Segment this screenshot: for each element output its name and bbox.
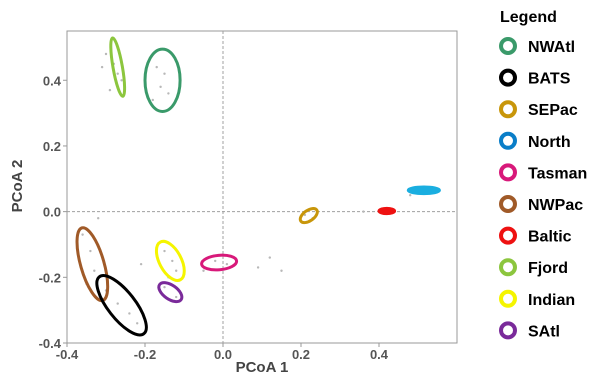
data-point bbox=[116, 72, 119, 75]
legend-marker-north bbox=[499, 131, 517, 150]
legend-title: Legend bbox=[500, 9, 557, 26]
data-points bbox=[81, 52, 427, 325]
legend-marker-tasman bbox=[499, 163, 517, 182]
group-ellipse-nwatl bbox=[143, 47, 182, 113]
data-point bbox=[159, 85, 162, 89]
legend-label-sepac: SEPac bbox=[528, 102, 578, 119]
y-tick-label: -0.2 bbox=[39, 270, 61, 285]
legend-marker-sepac bbox=[499, 100, 517, 119]
data-point bbox=[151, 98, 154, 102]
data-point bbox=[136, 322, 139, 325]
data-point bbox=[97, 217, 100, 220]
data-point bbox=[202, 269, 205, 272]
group-ellipse-tasman bbox=[200, 253, 239, 272]
x-axis-ticks: -0.4 -0.2 0.0 0.2 0.4 bbox=[56, 343, 389, 362]
legend-label-baltic: Baltic bbox=[528, 229, 572, 246]
y-axis-ticks: -0.4 -0.2 0.0 0.2 0.4 bbox=[39, 73, 67, 351]
group-ellipse-sepac bbox=[298, 207, 319, 225]
data-point bbox=[163, 249, 166, 253]
group-ellipse-nwpac bbox=[75, 226, 110, 303]
legend-entries: NWAtl BATS SEPac North Tasman NWPac Baltic Fjor… bbox=[499, 37, 587, 340]
group-ellipse-satl bbox=[157, 281, 184, 304]
group-ellipse-north bbox=[406, 185, 441, 196]
data-point bbox=[116, 302, 119, 305]
legend-marker-satl bbox=[499, 321, 517, 340]
legend-label-satl: SAtl bbox=[528, 323, 560, 340]
legend-marker-baltic bbox=[499, 226, 517, 245]
group-ellipse-indian bbox=[154, 239, 186, 282]
data-point bbox=[167, 92, 170, 95]
legend-marker-fjord bbox=[499, 258, 517, 277]
legend-marker-indian bbox=[499, 289, 517, 308]
legend-label-bats: BATS bbox=[528, 71, 571, 88]
legend-marker-nwpac bbox=[499, 195, 517, 213]
legend-marker-nwatl bbox=[499, 37, 517, 55]
data-point bbox=[175, 295, 178, 299]
x-tick-label: -0.2 bbox=[134, 347, 156, 362]
data-point bbox=[362, 210, 365, 213]
legend-label-nwpac: NWPac bbox=[528, 197, 583, 214]
data-point bbox=[120, 79, 123, 82]
y-tick-label: -0.4 bbox=[39, 336, 62, 351]
data-point bbox=[108, 88, 112, 92]
data-point bbox=[268, 256, 271, 259]
legend-label-tasman: Tasman bbox=[528, 165, 587, 182]
x-axis-title: PCoA 1 bbox=[236, 359, 289, 376]
data-point bbox=[256, 266, 260, 269]
plot-frame bbox=[66, 30, 458, 344]
plot-area bbox=[66, 30, 458, 344]
y-tick-label: 0.4 bbox=[43, 73, 62, 88]
legend-marker-bats bbox=[499, 68, 517, 87]
x-tick-label: 0.4 bbox=[370, 347, 389, 362]
data-point bbox=[89, 249, 92, 253]
data-point bbox=[214, 259, 217, 263]
data-point bbox=[409, 194, 412, 197]
data-point bbox=[100, 65, 104, 69]
legend-label-nwatl: NWAtl bbox=[528, 39, 575, 56]
data-point bbox=[280, 269, 283, 272]
group-ellipses bbox=[75, 36, 441, 337]
legend-label-north: North bbox=[528, 134, 571, 151]
group-ellipse-bats bbox=[95, 274, 148, 337]
data-point bbox=[163, 285, 166, 289]
x-tick-label: -0.4 bbox=[56, 347, 79, 362]
y-axis-title: PCoA 2 bbox=[9, 160, 26, 213]
x-tick-label: 0.2 bbox=[292, 347, 310, 362]
data-point bbox=[139, 262, 143, 266]
y-tick-label: 0.0 bbox=[43, 205, 61, 220]
data-point bbox=[128, 312, 131, 315]
data-point bbox=[171, 259, 174, 263]
x-tick-label: 0.0 bbox=[214, 347, 232, 362]
data-point bbox=[155, 65, 158, 69]
group-ellipse-fjord bbox=[109, 36, 127, 98]
data-point bbox=[104, 52, 108, 56]
data-point bbox=[93, 269, 96, 272]
legend-label-fjord: Fjord bbox=[528, 260, 568, 277]
data-point bbox=[163, 72, 166, 75]
group-ellipse-baltic bbox=[377, 206, 397, 216]
legend: Legend NWAtl BATS SEPac North Tasman NWPac Bal… bbox=[499, 9, 587, 340]
legend-label-indian: Indian bbox=[528, 292, 575, 309]
data-point bbox=[81, 233, 84, 236]
data-point bbox=[225, 262, 229, 266]
y-tick-label: 0.2 bbox=[43, 139, 61, 154]
data-point bbox=[175, 269, 178, 272]
